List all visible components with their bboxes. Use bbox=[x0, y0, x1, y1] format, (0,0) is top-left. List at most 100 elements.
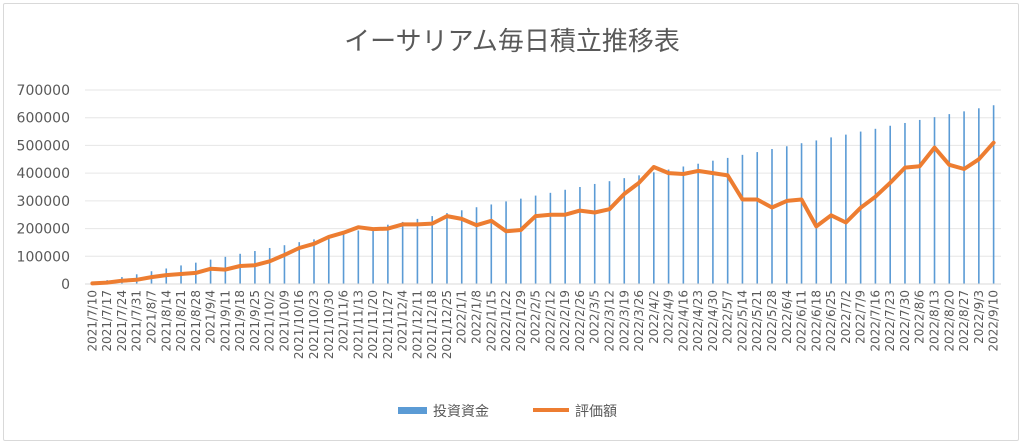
x-tick-label: 2022/2/5 bbox=[529, 290, 543, 344]
y-tick-label: 0 bbox=[61, 277, 70, 293]
legend: 投資資金 評価額 bbox=[398, 404, 617, 420]
bar-投資資金 bbox=[593, 183, 596, 284]
x-tick-label: 2021/9/25 bbox=[248, 290, 262, 352]
bar-投資資金 bbox=[490, 204, 493, 284]
y-axis-ticks: 0 100000 200000 300000 400000 500000 600000 700… bbox=[17, 83, 70, 293]
x-tick-label: 2022/5/28 bbox=[765, 290, 779, 352]
bar-投資資金 bbox=[889, 125, 891, 284]
bar-投資資金 bbox=[830, 137, 832, 284]
x-tick-label: 2021/10/9 bbox=[277, 290, 291, 352]
bar-投資資金 bbox=[520, 198, 522, 284]
bar-投資資金 bbox=[756, 152, 759, 284]
y-tick-label: 200000 bbox=[17, 222, 70, 238]
x-tick-label: 2021/8/7 bbox=[144, 290, 158, 344]
x-tick-label: 2022/9/3 bbox=[972, 290, 986, 344]
x-tick-label: 2021/12/4 bbox=[396, 290, 410, 352]
bar-投資資金 bbox=[933, 117, 936, 284]
legend-swatch-bar bbox=[398, 407, 427, 414]
x-tick-label: 2022/5/7 bbox=[721, 290, 735, 344]
legend-label: 投資資金 bbox=[433, 404, 489, 420]
bar-投資資金 bbox=[712, 160, 714, 284]
x-tick-label: 2021/9/4 bbox=[204, 290, 218, 344]
x-tick-label: 2022/1/1 bbox=[455, 290, 469, 344]
x-tick-label: 2022/7/16 bbox=[868, 290, 882, 352]
bar-投資資金 bbox=[431, 216, 433, 284]
bar-投資資金 bbox=[401, 221, 404, 284]
bar-投資資金 bbox=[978, 108, 980, 284]
x-tick-label: 2021/10/30 bbox=[322, 290, 336, 359]
bar-投資資金 bbox=[505, 201, 507, 284]
x-tick-label: 2022/8/6 bbox=[913, 290, 927, 344]
x-tick-label: 2022/6/18 bbox=[809, 290, 823, 352]
x-tick-label: 2022/9/10 bbox=[987, 290, 1001, 352]
x-tick-label: 2022/6/25 bbox=[824, 290, 838, 352]
bar-投資資金 bbox=[549, 192, 552, 284]
bar-投資資金 bbox=[726, 157, 729, 284]
x-tick-label: 2021/9/11 bbox=[218, 290, 232, 352]
x-tick-label: 2021/7/10 bbox=[85, 290, 99, 352]
bar-投資資金 bbox=[446, 213, 448, 284]
bar-投資資金 bbox=[948, 114, 951, 285]
x-tick-label: 2022/3/26 bbox=[632, 290, 646, 352]
bar-投資資金 bbox=[254, 251, 256, 284]
x-tick-label: 2022/6/11 bbox=[795, 290, 809, 352]
bar-投資資金 bbox=[992, 105, 995, 284]
bar-投資資金 bbox=[667, 169, 670, 284]
x-tick-label: 2021/9/18 bbox=[233, 290, 247, 352]
y-tick-label: 400000 bbox=[17, 166, 70, 182]
chart-title: イーサリアム毎日積立推移表 bbox=[344, 27, 680, 57]
series-line bbox=[90, 140, 996, 286]
bar-投資資金 bbox=[387, 224, 389, 284]
bar-投資資金 bbox=[268, 247, 271, 284]
x-tick-label: 2022/1/29 bbox=[514, 290, 528, 352]
x-tick-label: 2022/7/23 bbox=[883, 290, 897, 352]
x-tick-label: 2022/4/9 bbox=[662, 290, 676, 344]
x-tick-label: 2021/10/16 bbox=[292, 290, 306, 359]
bar-投資資金 bbox=[534, 195, 537, 284]
bar-投資資金 bbox=[313, 239, 315, 284]
bar-投資資金 bbox=[904, 122, 906, 284]
bar-投資資金 bbox=[815, 140, 818, 284]
bar-投資資金 bbox=[963, 111, 965, 284]
x-tick-label: 2021/8/28 bbox=[189, 290, 203, 352]
y-tick-label: 600000 bbox=[17, 111, 70, 127]
x-tick-label: 2021/7/17 bbox=[100, 290, 114, 352]
x-tick-label: 2022/8/27 bbox=[957, 290, 971, 352]
legend-label: 評価額 bbox=[575, 404, 617, 420]
bar-投資資金 bbox=[372, 227, 374, 284]
x-tick-label: 2021/7/31 bbox=[130, 290, 144, 352]
bar-投資資金 bbox=[682, 166, 685, 284]
bar-投資資金 bbox=[239, 253, 241, 284]
x-tick-label: 2021/10/2 bbox=[263, 290, 277, 352]
x-tick-label: 2022/3/12 bbox=[602, 290, 616, 352]
x-tick-label: 2022/1/8 bbox=[470, 290, 484, 344]
x-tick-label: 2021/11/20 bbox=[366, 290, 380, 359]
chart-frame bbox=[3, 3, 1019, 441]
bar-投資資金 bbox=[342, 233, 345, 284]
x-tick-label: 2022/1/22 bbox=[499, 290, 513, 352]
x-tick-label: 2022/1/15 bbox=[484, 290, 498, 352]
x-tick-label: 2021/11/27 bbox=[381, 290, 395, 359]
y-tick-label: 300000 bbox=[17, 194, 70, 210]
bar-投資資金 bbox=[638, 175, 640, 284]
bar-投資資金 bbox=[327, 236, 330, 284]
x-tick-label: 2021/12/18 bbox=[425, 290, 439, 359]
bar-投資資金 bbox=[771, 149, 773, 284]
x-tick-label: 2022/4/30 bbox=[706, 290, 720, 352]
x-tick-label: 2021/8/14 bbox=[159, 290, 173, 352]
bar-投資資金 bbox=[918, 119, 921, 284]
x-tick-label: 2022/4/2 bbox=[647, 290, 661, 344]
bar-投資資金 bbox=[298, 242, 301, 284]
line-評価額 bbox=[90, 140, 996, 286]
bar-投資資金 bbox=[283, 245, 286, 284]
x-tick-label: 2022/5/21 bbox=[750, 290, 764, 352]
x-tick-label: 2021/12/25 bbox=[440, 290, 454, 359]
bar-投資資金 bbox=[564, 189, 566, 284]
bar-投資資金 bbox=[653, 172, 655, 284]
bar-投資資金 bbox=[874, 128, 877, 284]
bar-投資資金 bbox=[209, 259, 212, 284]
x-tick-label: 2021/12/11 bbox=[410, 290, 424, 359]
bar-投資資金 bbox=[579, 187, 581, 284]
x-tick-label: 2022/8/20 bbox=[942, 290, 956, 352]
